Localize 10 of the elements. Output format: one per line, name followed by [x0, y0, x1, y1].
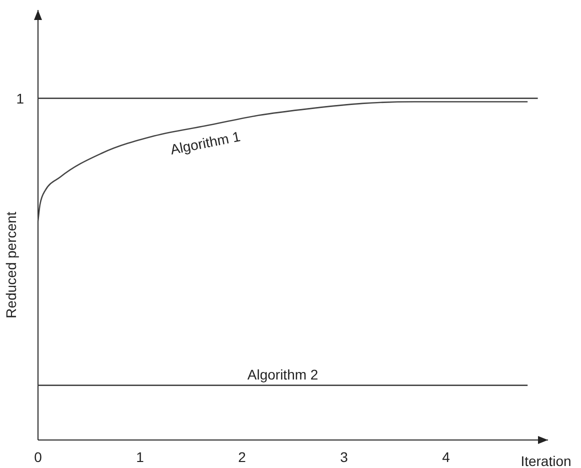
series-label: Algorithm 2: [247, 366, 318, 382]
annotation: 1: [16, 90, 24, 106]
x-tick-label: 4: [442, 448, 450, 465]
x-tick-label: 2: [238, 448, 246, 465]
x-tick-label: 1: [136, 448, 144, 465]
x-tick-label: 0: [34, 448, 42, 465]
text: Algorithm 1: [169, 128, 242, 158]
y-axis-title: Reduced percent: [3, 212, 19, 318]
x-axis-title: Iteration: [520, 453, 572, 468]
x-tick-label: 3: [340, 448, 348, 465]
